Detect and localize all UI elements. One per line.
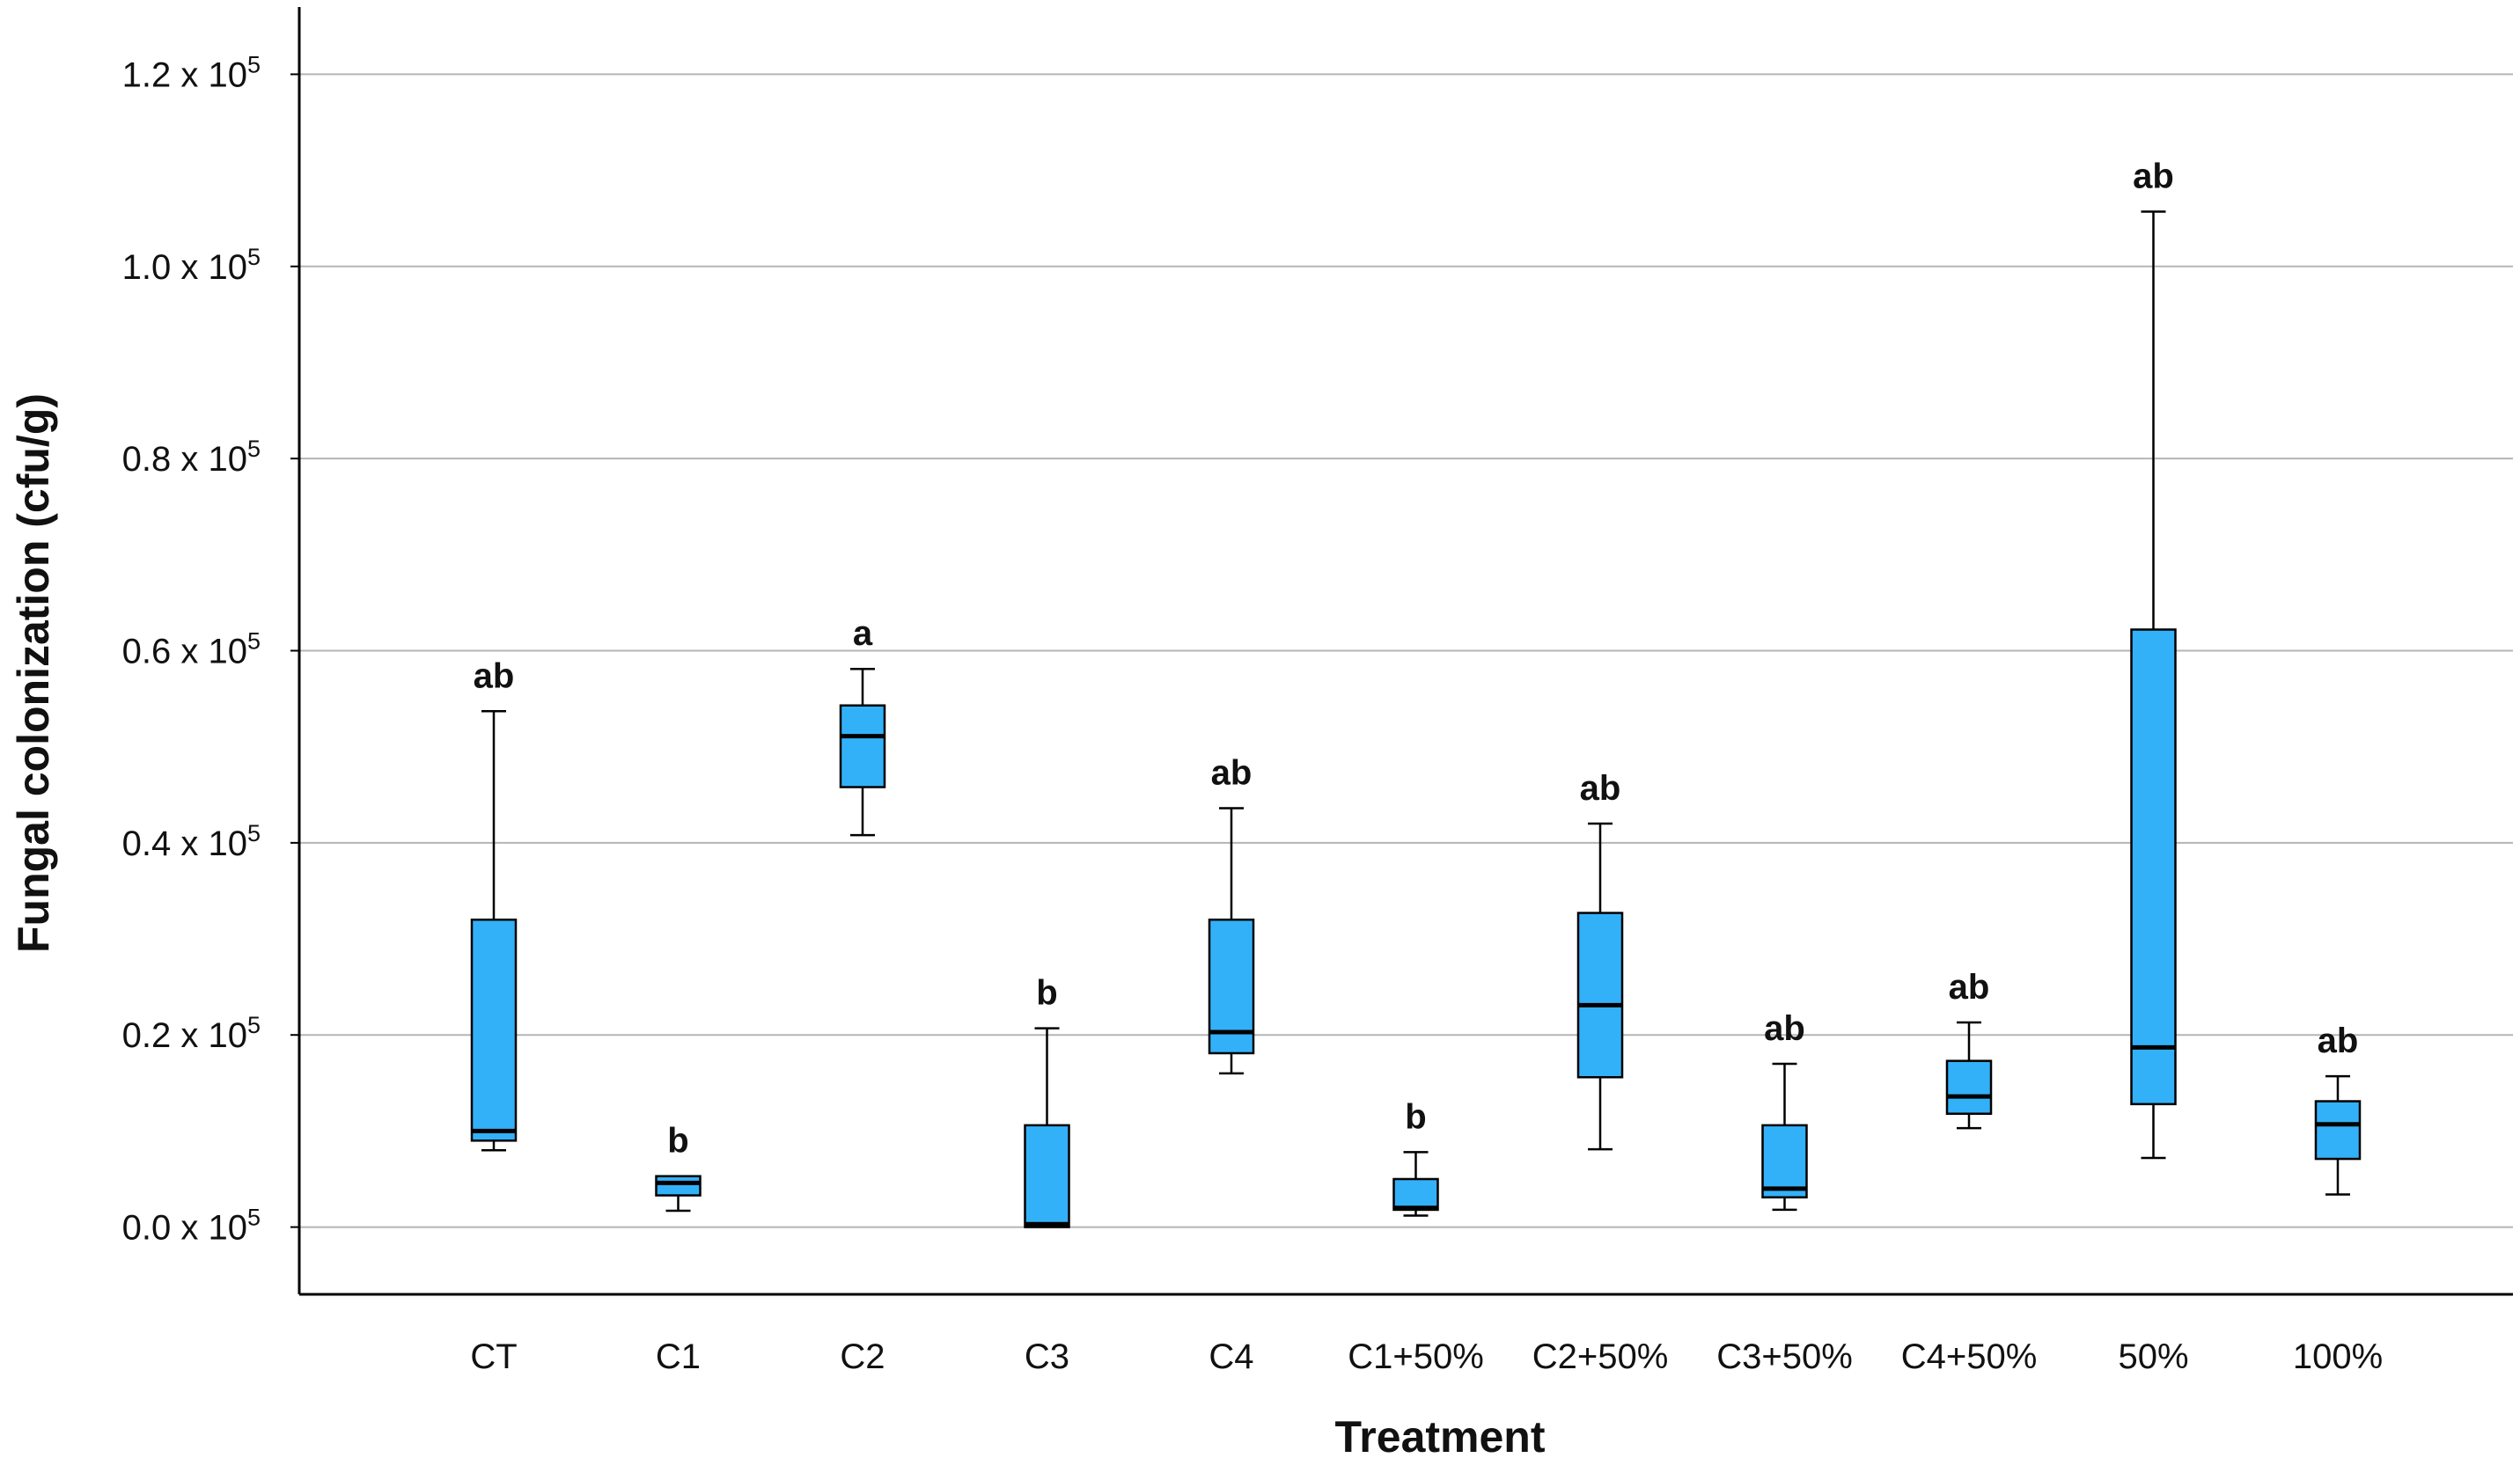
significance-letter: b [667, 1122, 688, 1161]
x-axis-ticks: CT C1 C2 C3 C4 C1+50% C2+50% C3+50% C4+50% 50% 100… [470, 1337, 2383, 1376]
x-tick-label-6: C2+50% [1532, 1337, 1669, 1376]
box-iqr [470, 918, 518, 1142]
y-tick-exponent: 5 [247, 628, 261, 655]
y-tick-label-text: 0.4 x 10 [122, 824, 247, 863]
y-tick-label-6: 1.2 x 105 [122, 51, 261, 94]
y-tick-label-0: 0.0 x 105 [122, 1205, 261, 1248]
x-tick-label-4: C4 [1209, 1337, 1253, 1376]
y-tick-label-2: 0.4 x 105 [122, 820, 261, 863]
box-C1: b [655, 1122, 702, 1213]
significance-letter: ab [1211, 754, 1253, 793]
y-tick-exponent: 5 [247, 244, 261, 270]
x-tick-label-5: C1+50% [1348, 1337, 1484, 1376]
y-tick-label-text: 0.0 x 10 [122, 1209, 247, 1248]
x-tick-label-10: 100% [2293, 1337, 2383, 1376]
significance-letter: ab [2318, 1022, 2359, 1060]
y-axis-title: Fungal colonization (cfu/g) [9, 393, 58, 953]
y-tick-label-3: 0.6 x 105 [122, 628, 261, 671]
box-iqr [1945, 1059, 1993, 1115]
box-iqr [2314, 1100, 2362, 1161]
y-tick-label-text: 0.2 x 10 [122, 1016, 247, 1055]
y-tick-exponent: 5 [247, 1012, 261, 1038]
y-tick-exponent: 5 [247, 1205, 261, 1231]
x-tick-label-7: C3+50% [1716, 1337, 1853, 1376]
x-tick-label-0: CT [470, 1337, 517, 1376]
significance-letter: ab [474, 656, 515, 695]
box-iqr [1761, 1124, 1808, 1198]
box-iqr [839, 704, 886, 788]
y-tick-exponent: 5 [247, 51, 261, 77]
significance-letter: b [1405, 1097, 1426, 1136]
y-tick-exponent: 5 [247, 820, 261, 846]
y-tick-label-4: 0.8 x 105 [122, 436, 261, 479]
significance-letter: a [853, 614, 873, 653]
box-C2: a [839, 614, 886, 837]
box-C3: b [1024, 974, 1070, 1228]
box-C4+50%: ab [1945, 968, 1993, 1130]
x-axis-title: Treatment [1335, 1412, 1546, 1458]
box-CT: ab [470, 656, 518, 1152]
y-tick-label-text: 1.2 x 10 [122, 55, 247, 94]
box-iqr [1576, 912, 1624, 1079]
x-tick-label-3: C3 [1025, 1337, 1069, 1376]
x-tick-label-2: C2 [840, 1337, 885, 1376]
box-100%: ab [2314, 1022, 2362, 1196]
box-iqr [1392, 1177, 1439, 1212]
y-tick-label-text: 1.0 x 10 [122, 248, 247, 287]
box-C1+50%: b [1392, 1097, 1439, 1217]
significance-letter: ab [2133, 158, 2174, 196]
gridlines [299, 73, 2513, 1228]
y-tick-label-text: 0.6 x 10 [122, 633, 247, 671]
significance-letter: b [1036, 974, 1057, 1013]
y-tick-label-1: 0.2 x 105 [122, 1012, 261, 1055]
box-iqr [2130, 628, 2177, 1106]
significance-letter: ab [1949, 968, 1990, 1007]
box-C2+50%: ab [1576, 769, 1624, 1151]
significance-letter: ab [1764, 1009, 1805, 1048]
x-tick-label-1: C1 [656, 1337, 701, 1376]
box-C3+50%: ab [1761, 1009, 1808, 1212]
significance-letter: ab [1580, 769, 1621, 808]
y-tick-label-text: 0.8 x 10 [122, 440, 247, 479]
x-tick-label-8: C4+50% [1901, 1337, 2038, 1376]
box-iqr [1024, 1124, 1070, 1228]
box-C4: ab [1208, 754, 1255, 1075]
y-tick-exponent: 5 [247, 436, 261, 462]
box-50%: ab [2130, 158, 2177, 1160]
box-iqr [655, 1175, 702, 1197]
y-tick-label-5: 1.0 x 105 [122, 244, 261, 287]
x-tick-label-9: 50% [2118, 1337, 2188, 1376]
